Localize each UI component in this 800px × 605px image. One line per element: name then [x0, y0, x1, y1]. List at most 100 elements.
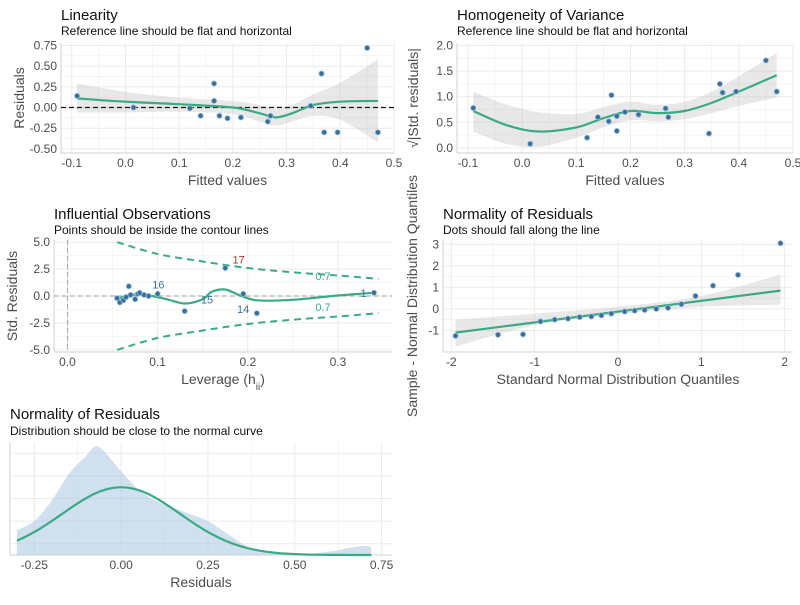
data-point: [565, 315, 572, 322]
y-tick-label: 0.5: [436, 115, 453, 129]
data-point: [364, 44, 371, 51]
x-tick-label: -0.1: [61, 156, 82, 170]
data-point: [594, 114, 601, 121]
x-tick-label: 0.4: [730, 156, 747, 170]
x-tick-label: 0.3: [676, 156, 693, 170]
data-point: [598, 312, 605, 319]
y-axis-title: √|Std. residuals|: [405, 48, 421, 148]
data-point: [613, 127, 620, 134]
grid: [61, 43, 395, 153]
x-tick-label: 0.0: [117, 156, 134, 170]
x-tick-label: 0.1: [149, 355, 166, 369]
x-tick-label: 0.0: [59, 355, 76, 369]
data-point: [641, 306, 648, 313]
data-point: [224, 115, 231, 122]
confidence-band: [77, 59, 378, 143]
y-tick-label: 2: [432, 259, 439, 273]
y-tick-label: 3: [432, 237, 439, 251]
panel-title: Normality of Residuals: [10, 406, 160, 423]
y-tick-label: -2.5: [29, 316, 50, 330]
y-tick-label: 0.00: [34, 101, 58, 115]
panel-title: Linearity: [61, 7, 118, 24]
x-axis-title: Residuals: [170, 574, 231, 590]
data-point: [240, 290, 247, 297]
y-tick-label: 1.5: [436, 64, 453, 78]
data-point: [74, 92, 81, 99]
x-tick-label: 0: [615, 355, 622, 369]
data-point: [145, 292, 152, 299]
x-axis-title-end: ): [260, 371, 265, 387]
data-point: [125, 283, 132, 290]
data-point: [608, 310, 615, 317]
point-label: 16: [152, 279, 164, 291]
x-axis-title: Fitted values: [585, 172, 664, 188]
data-point: [733, 88, 740, 95]
panel-subtitle: Reference line should be flat and horizo…: [61, 24, 292, 38]
x-axis-title-subscript: ii: [256, 382, 260, 393]
x-tick-label: 0.75: [370, 558, 394, 572]
x-tick-label: 0.2: [225, 156, 242, 170]
x-tick-label: 0.5: [785, 156, 800, 170]
grid: [54, 240, 392, 352]
x-tick-label: 0.3: [330, 355, 347, 369]
data-point: [127, 291, 134, 298]
normal-curve: [16, 486, 372, 557]
data-point: [181, 308, 188, 315]
data-point: [762, 57, 769, 64]
data-point: [716, 80, 723, 87]
cook-contour-lower: [116, 312, 379, 351]
x-tick-label: -0.25: [21, 558, 49, 572]
data-point: [635, 111, 642, 118]
x-tick-label: 0.50: [283, 558, 307, 572]
panel-title: Homogeneity of Variance: [457, 7, 624, 24]
x-tick-label: 0.00: [109, 558, 133, 572]
x-axis-title: Leverage (hii): [181, 371, 265, 393]
data-point: [211, 80, 218, 87]
data-point: [777, 240, 784, 247]
data-point: [186, 105, 193, 112]
x-tick-label: 0.2: [622, 156, 639, 170]
data-point: [653, 305, 660, 312]
x-tick-label: -1: [529, 355, 540, 369]
data-point: [321, 129, 328, 136]
data-point: [631, 307, 638, 314]
data-point: [237, 114, 244, 121]
y-axis-title: Sample - Normal Distribution Quantiles: [404, 175, 420, 417]
data-point: [114, 295, 121, 302]
y-axis-title: Std. Residuals: [4, 251, 20, 341]
y-tick-label: 0.75: [34, 38, 58, 52]
data-point: [551, 316, 558, 323]
x-tick-label: 0.25: [196, 558, 220, 572]
reference-line: [455, 289, 781, 334]
y-tick-label: 0.0: [33, 289, 50, 303]
data-point: [735, 271, 742, 278]
x-tick-label: 0.3: [278, 156, 295, 170]
data-point: [576, 314, 583, 321]
x-tick-label: 0.1: [568, 156, 585, 170]
data-point: [494, 331, 501, 338]
y-tick-label: 1: [432, 280, 439, 294]
y-tick-label: -0.25: [30, 121, 58, 135]
point-label: 15: [201, 295, 213, 307]
y-tick-label: 0.0: [436, 141, 453, 155]
data-point: [452, 332, 459, 339]
x-tick-label: 0.4: [332, 156, 349, 170]
x-tick-label: -0.1: [457, 156, 478, 170]
x-tick-label: 0.0: [514, 156, 531, 170]
data-point: [307, 102, 314, 109]
point-label: 1: [360, 288, 366, 300]
data-point: [267, 112, 274, 119]
x-axis-title: Fitted values: [188, 172, 267, 188]
contour-label: 0.7: [315, 271, 330, 283]
x-axis-title: Standard Normal Distribution Quantiles: [497, 371, 740, 387]
point-label: 17: [232, 255, 244, 267]
data-point: [678, 301, 685, 308]
data-point: [370, 289, 377, 296]
panel-subtitle: Distribution should be close to the norm…: [10, 424, 263, 438]
x-tick-label: 2: [781, 355, 788, 369]
panel-subtitle: Points should be inside the contour line…: [54, 223, 269, 237]
